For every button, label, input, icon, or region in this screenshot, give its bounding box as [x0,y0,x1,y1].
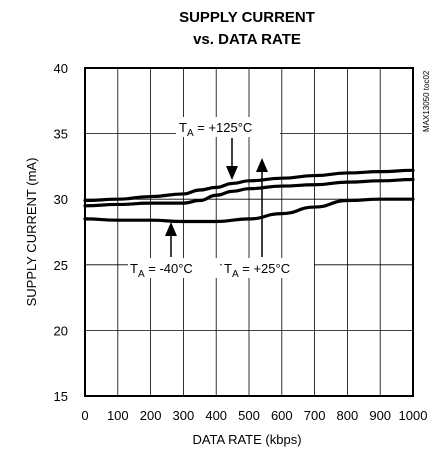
annotation-minus40c-label: TA = -40°C [130,261,193,280]
x-tick-label-10: 1000 [399,408,428,423]
chart-title-line1: SUPPLY CURRENT [179,9,315,26]
x-tick-label-2: 200 [140,408,162,423]
y-tick-label-3: 30 [54,192,68,207]
y-axis-label: SUPPLY CURRENT (mA) [24,158,39,307]
y-tick-label-2: 25 [54,258,68,273]
figure-code: MAX13050 toc02 [422,70,430,132]
x-tick-label-7: 700 [304,408,326,423]
annotation-minus40c-bg [128,258,220,278]
series-line-1 [83,177,415,208]
plot-frame [84,67,414,397]
x-tick-label-0: 0 [81,408,88,423]
x-tick-label-9: 900 [369,408,391,423]
x-tick-label-5: 500 [238,408,260,423]
series-lines [83,168,415,224]
x-tick-labels: 0 100 200 300 400 500 600 700 800 900 1000 [81,408,427,423]
y-tick-label-5: 40 [54,61,68,76]
x-tick-label-1: 100 [107,408,129,423]
annotation-125c-label: TA = +125°C [179,120,252,139]
y-tick-label-4: 35 [54,127,68,142]
annotation-25c-arrowhead [256,158,268,172]
annotation-minus40c: TA = -40°C [128,222,220,280]
x-tick-label-8: 800 [337,408,359,423]
annotation-25c-label: TA = +25°C [224,261,290,280]
series-line-2 [83,197,415,224]
x-tick-label-6: 600 [271,408,293,423]
y-tick-labels: 15 20 25 30 35 40 [54,61,68,404]
x-tick-label-3: 300 [173,408,195,423]
y-tick-label-0: 15 [54,389,68,404]
annotation-25c: TA = +25°C [222,158,314,280]
annotation-125c-bg [176,117,280,137]
annotation-minus40c-arrowhead [165,222,177,236]
chart-title-line2: vs. DATA RATE [193,31,301,48]
annotation-25c-bg [222,258,314,278]
x-tick-label-4: 400 [205,408,227,423]
y-tick-label-1: 20 [54,323,68,338]
series-line-0 [83,168,415,203]
annotation-125c: TA = +125°C [176,117,280,180]
annotation-125c-arrowhead [226,166,238,180]
x-axis-label: DATA RATE (kbps) [192,432,301,447]
